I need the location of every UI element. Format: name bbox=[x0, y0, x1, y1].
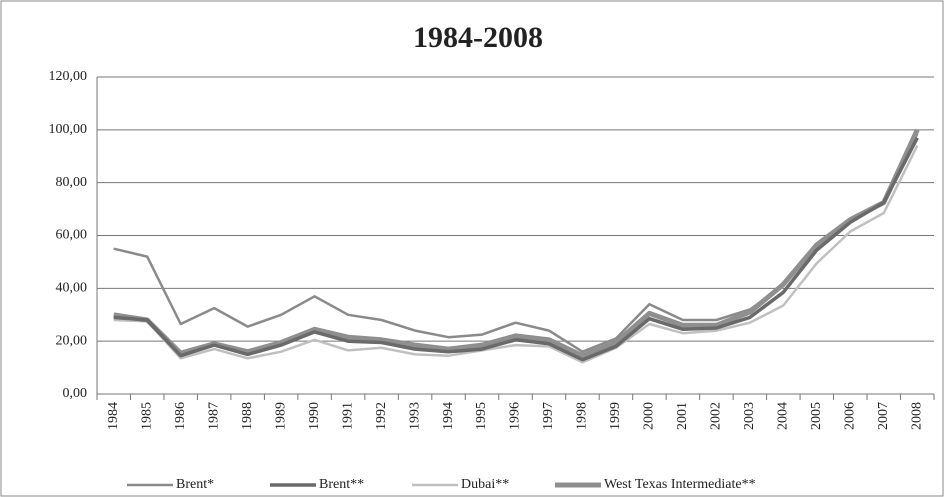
x-tick-label: 2002 bbox=[709, 402, 724, 430]
x-tick-label: 2004 bbox=[776, 402, 791, 430]
y-tick-label: 100,00 bbox=[49, 122, 88, 137]
series-line bbox=[113, 145, 919, 364]
x-tick-label: 1998 bbox=[575, 402, 590, 430]
x-tick-label: 1993 bbox=[407, 402, 422, 430]
y-tick-label: 80,00 bbox=[56, 175, 88, 190]
x-tick-label: 1996 bbox=[508, 402, 523, 430]
series-line bbox=[113, 136, 919, 362]
x-tick-label: 1994 bbox=[441, 402, 456, 430]
y-tick-label: 0,00 bbox=[63, 386, 88, 401]
x-tick-label: 2007 bbox=[876, 402, 891, 430]
legend-label: Brent* bbox=[176, 477, 214, 492]
y-tick-label: 120,00 bbox=[49, 69, 88, 84]
x-tick-label: 1989 bbox=[273, 402, 288, 430]
x-tick-label: 2000 bbox=[642, 402, 657, 430]
y-tick-label: 40,00 bbox=[56, 281, 88, 296]
y-tick-label: 20,00 bbox=[56, 333, 88, 348]
x-tick-label: 1999 bbox=[608, 402, 623, 430]
y-tick-label: 60,00 bbox=[56, 228, 88, 243]
x-tick-label: 1991 bbox=[340, 402, 355, 430]
legend-label: Dubai** bbox=[461, 477, 509, 492]
x-tick-label: 2005 bbox=[809, 402, 824, 430]
x-tick-label: 1987 bbox=[206, 402, 221, 430]
x-tick-label: 1997 bbox=[541, 402, 556, 430]
legend-label: Brent** bbox=[319, 477, 364, 492]
x-tick-label: 2001 bbox=[675, 402, 690, 430]
x-tick-label: 1986 bbox=[173, 402, 188, 430]
x-tick-label: 1988 bbox=[240, 402, 255, 430]
legend-label: West Texas Intermediate** bbox=[604, 477, 756, 492]
x-tick-label: 1990 bbox=[307, 402, 322, 430]
x-tick-label: 2006 bbox=[843, 402, 858, 430]
x-tick-label: 2003 bbox=[742, 402, 757, 430]
x-tick-label: 1984 bbox=[106, 402, 121, 430]
x-tick-label: 1995 bbox=[474, 402, 489, 430]
series-line bbox=[113, 128, 920, 359]
chart-title: 1984-2008 bbox=[413, 21, 543, 54]
x-tick-label: 2008 bbox=[909, 402, 924, 430]
x-tick-label: 1992 bbox=[374, 402, 389, 430]
x-tick-label: 1985 bbox=[139, 402, 154, 430]
